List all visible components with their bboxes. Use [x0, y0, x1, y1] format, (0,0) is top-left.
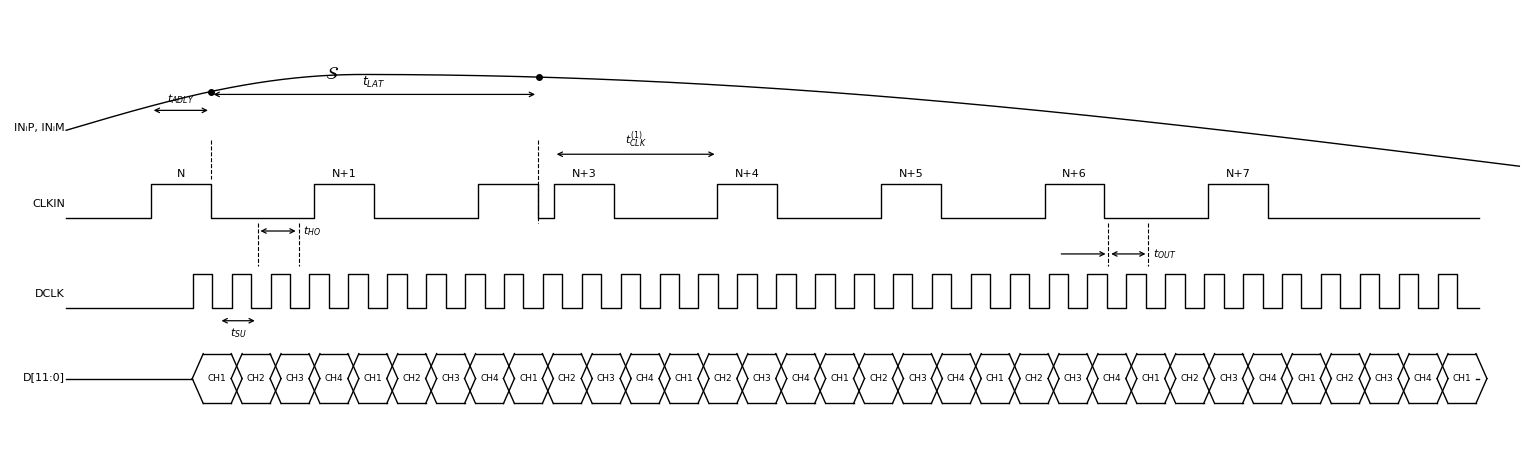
Text: CH3: CH3	[597, 374, 616, 383]
Text: CH1: CH1	[208, 374, 227, 383]
Text: CH4: CH4	[947, 374, 965, 383]
Text: $t_{SU}$: $t_{SU}$	[230, 326, 247, 340]
Text: N+4: N+4	[735, 169, 760, 179]
Text: CLKIN: CLKIN	[32, 199, 64, 209]
Text: DCLK: DCLK	[35, 289, 64, 299]
Text: N+6: N+6	[1062, 169, 1086, 179]
Text: $\mathcal{S}$: $\mathcal{S}$	[325, 66, 340, 83]
Text: CH4: CH4	[1258, 374, 1276, 383]
Text: N+3: N+3	[571, 169, 596, 179]
Text: CH1: CH1	[985, 374, 1005, 383]
Text: $t_{HO}$: $t_{HO}$	[303, 224, 322, 238]
Text: CH3: CH3	[752, 374, 771, 383]
Text: INᵢP, INᵢM: INᵢP, INᵢM	[14, 123, 64, 133]
Text: $t_{ADLY}$: $t_{ADLY}$	[167, 93, 195, 106]
Text: CH1: CH1	[363, 374, 381, 383]
Text: CH1: CH1	[1452, 374, 1471, 383]
Text: N: N	[176, 169, 185, 179]
Text: CH4: CH4	[1103, 374, 1121, 383]
Text: CH4: CH4	[480, 374, 499, 383]
Text: CH3: CH3	[285, 374, 305, 383]
Text: CH1: CH1	[519, 374, 538, 383]
Text: CH1: CH1	[1298, 374, 1316, 383]
Text: CH2: CH2	[1180, 374, 1200, 383]
Text: CH2: CH2	[247, 374, 265, 383]
Text: CH2: CH2	[1336, 374, 1354, 383]
Text: N+1: N+1	[332, 169, 357, 179]
Text: CH4: CH4	[792, 374, 810, 383]
Text: CH3: CH3	[908, 374, 927, 383]
Text: $t_{CLK}^{(1)}$: $t_{CLK}^{(1)}$	[625, 130, 647, 150]
Text: CH2: CH2	[558, 374, 576, 383]
Text: CH1: CH1	[674, 374, 694, 383]
Text: CH2: CH2	[869, 374, 889, 383]
Text: CH4: CH4	[1414, 374, 1432, 383]
Text: CH3: CH3	[1063, 374, 1083, 383]
Text: CH1: CH1	[1141, 374, 1160, 383]
Text: N+5: N+5	[899, 169, 924, 179]
Text: CH3: CH3	[441, 374, 460, 383]
Text: $t_{LAT}$: $t_{LAT}$	[363, 75, 386, 90]
Text: CH2: CH2	[403, 374, 421, 383]
Text: CH1: CH1	[830, 374, 849, 383]
Text: D[11:0]: D[11:0]	[23, 373, 64, 383]
Text: N+7: N+7	[1226, 169, 1250, 179]
Text: CH3: CH3	[1374, 374, 1394, 383]
Text: CH4: CH4	[325, 374, 343, 383]
Text: $t_{OUT}$: $t_{OUT}$	[1154, 247, 1177, 261]
Text: CH2: CH2	[1025, 374, 1043, 383]
Text: CH4: CH4	[636, 374, 654, 383]
Text: CH2: CH2	[714, 374, 732, 383]
Text: CH3: CH3	[1219, 374, 1238, 383]
